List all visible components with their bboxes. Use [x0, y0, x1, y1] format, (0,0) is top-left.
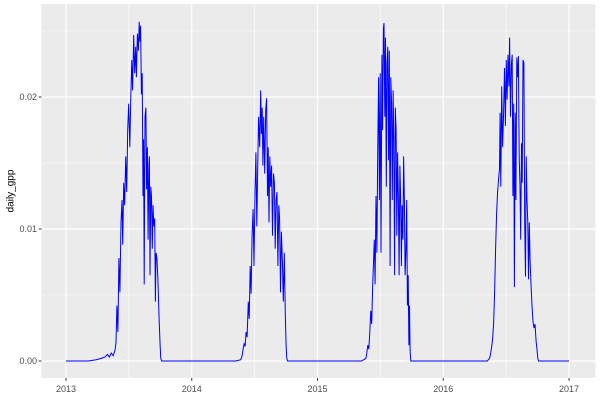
y-tick-label: 0.01 [19, 224, 37, 234]
plot-panel-background [41, 4, 596, 378]
y-tick-label: 0.00 [19, 356, 37, 366]
x-tick-label: 2013 [55, 384, 77, 394]
daily-gpp-line [66, 21, 569, 362]
y-axis-title: daily_gpp [5, 169, 17, 213]
x-tick-label: 2014 [181, 384, 202, 394]
x-tick-label: 2016 [433, 384, 454, 394]
y-tick-label: 0.02 [19, 92, 37, 102]
x-tick-label: 2015 [307, 384, 328, 394]
x-tick-label: 2017 [558, 384, 580, 394]
